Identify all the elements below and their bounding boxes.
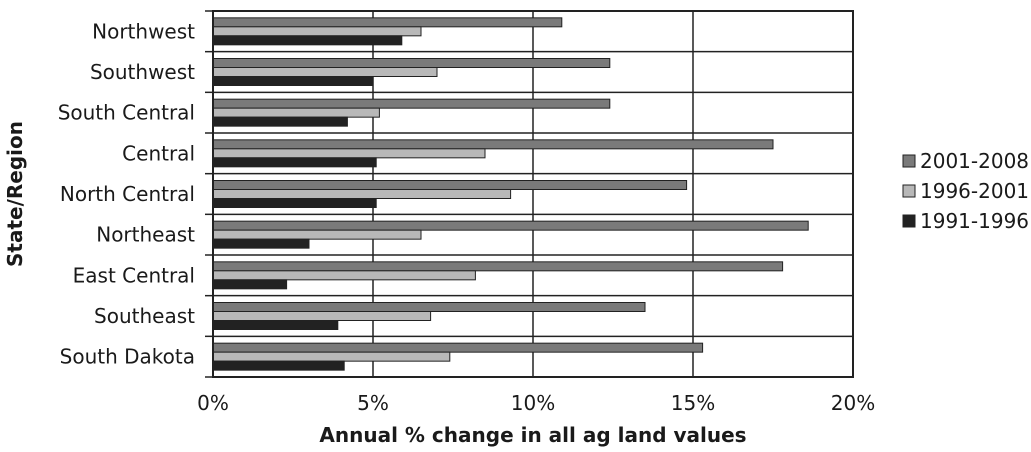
bar [212, 220, 809, 231]
legend-swatch [902, 154, 916, 168]
x-tick-labels: 0% 5% 10% 15% 20% [197, 391, 875, 415]
x-tick-label: 5% [357, 391, 389, 415]
y-axis-title: State/Region [3, 121, 27, 267]
category-label: South Central [58, 101, 195, 125]
x-tick-label: 10% [511, 391, 555, 415]
bar [212, 229, 422, 240]
legend-label: 2001-2008 [920, 149, 1029, 173]
plot-area [212, 10, 854, 378]
category-label: South Dakota [60, 345, 195, 369]
bar [212, 76, 374, 86]
bar [212, 351, 451, 362]
legend-label: 1996-2001 [920, 179, 1029, 203]
category-label: Northeast [96, 223, 195, 247]
category-ticks [205, 10, 213, 378]
x-axis-title: Annual % change in all ag land values [319, 423, 746, 447]
bar [212, 17, 563, 28]
grid-lines [213, 11, 853, 377]
bar [212, 157, 377, 168]
x-tick-label: 0% [197, 391, 229, 415]
bar [212, 198, 377, 208]
bar [212, 302, 646, 312]
legend-swatch [902, 214, 916, 228]
category-labels: Northwest Southwest South Central Central No… [58, 19, 195, 368]
legend: 2001-2008 1996-2001 1991-1996 [902, 149, 1029, 233]
bar [212, 148, 486, 159]
bar [212, 58, 611, 68]
bar [212, 98, 611, 109]
bar [212, 342, 704, 353]
category-label: North Central [60, 182, 195, 206]
bar [212, 279, 288, 290]
x-tick-label: 15% [671, 391, 715, 415]
category-label: Central [122, 141, 195, 165]
bar [212, 270, 476, 281]
bar [212, 35, 403, 46]
bar [212, 261, 784, 272]
bar [212, 311, 432, 321]
bar [212, 67, 438, 77]
category-label: East Central [73, 263, 195, 287]
bar [212, 189, 512, 199]
bar [212, 139, 774, 150]
bar [212, 320, 339, 330]
bar [212, 180, 688, 190]
bar [212, 238, 310, 249]
bars [212, 17, 809, 371]
category-label: Northwest [92, 19, 195, 43]
bar [212, 360, 345, 371]
bar [212, 107, 380, 118]
category-label: Southwest [90, 60, 195, 84]
legend-swatch [902, 184, 916, 198]
x-tick-label: 20% [831, 391, 875, 415]
bar [212, 26, 422, 37]
bar [212, 116, 348, 127]
category-label: Southeast [94, 304, 195, 328]
legend-label: 1991-1996 [920, 209, 1029, 233]
